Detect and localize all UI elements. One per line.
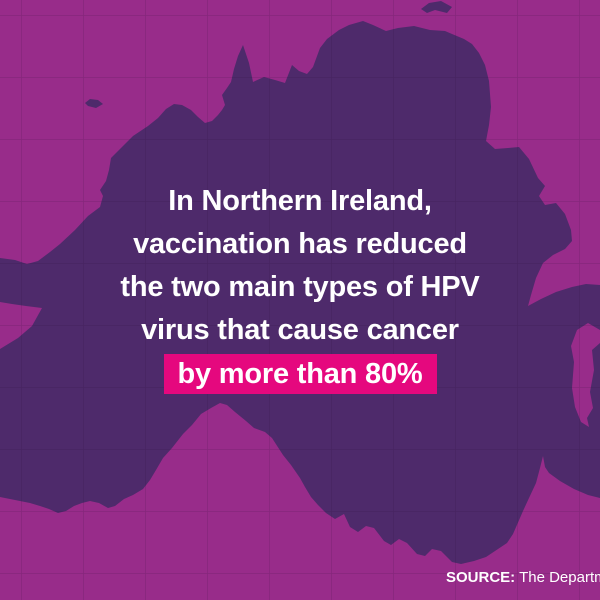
headline-line-2: vaccination has reduced [133,228,467,260]
highlight-badge: by more than 80% [163,354,437,394]
headline-line-1: In Northern Ireland, [168,185,432,217]
headline-line-3: the two main types of HPV [120,271,480,303]
source-text: The Departm [515,569,600,586]
headline: In Northern Ireland, vaccination has red… [40,180,560,394]
headline-line-4: virus that cause cancer [141,314,459,346]
source-attribution: SOURCE: The Departm [446,568,600,588]
source-label: SOURCE: [446,569,516,586]
